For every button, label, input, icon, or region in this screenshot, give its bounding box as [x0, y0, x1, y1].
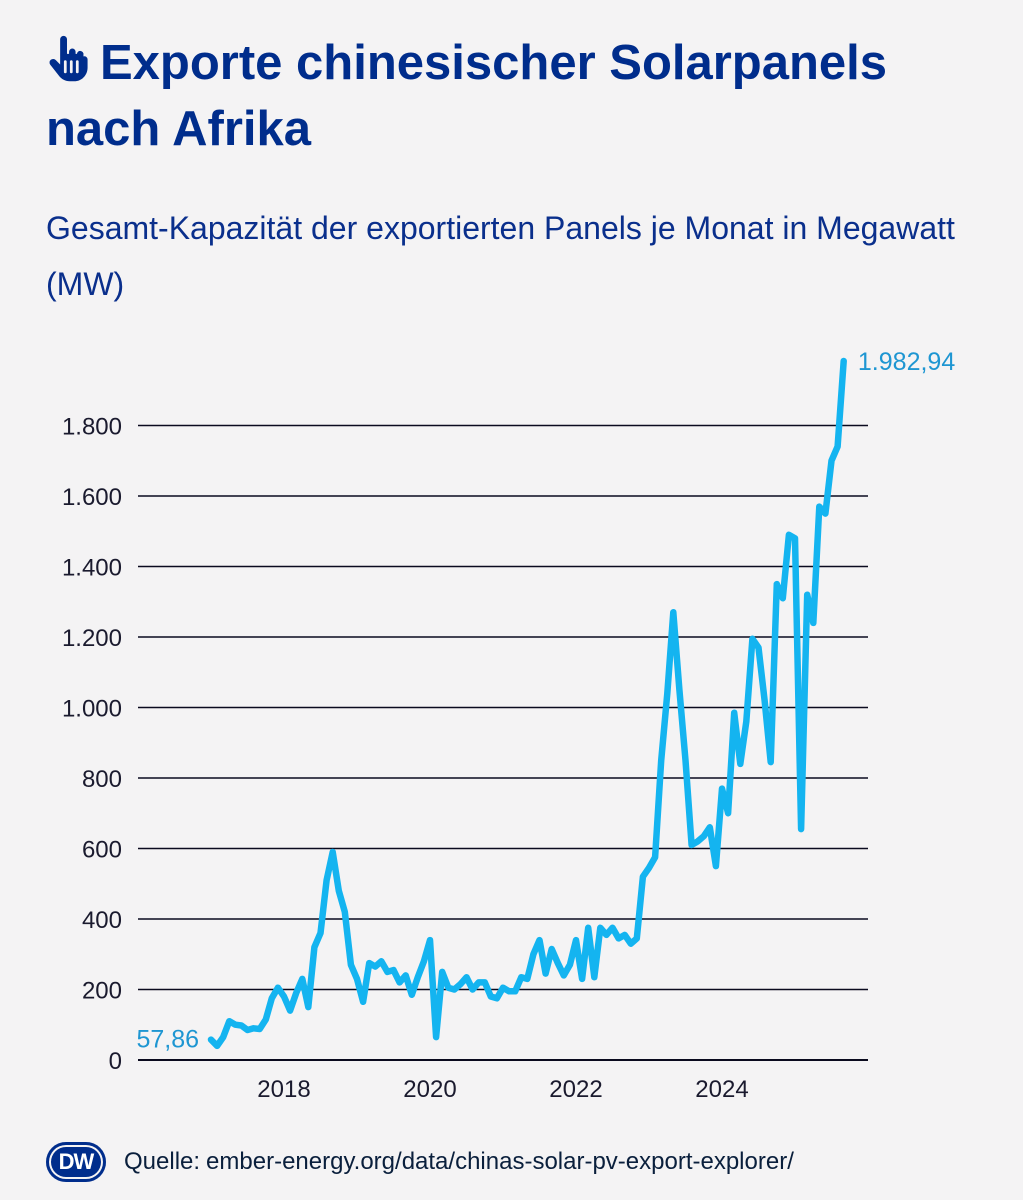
- y-tick-label: 0: [109, 1048, 122, 1075]
- y-tick-label: 400: [82, 907, 122, 934]
- dw-logo: DW: [46, 1142, 106, 1182]
- chart-title-text: Exporte chinesischer Solarpanels nach Af…: [46, 36, 888, 156]
- line-chart: 0 200 400 600 800 1.000 1.200 1.400 1.600 1.800 2…: [62, 348, 955, 1103]
- source-label: Quelle:: [124, 1148, 201, 1175]
- data-label: 57,86: [136, 1026, 199, 1054]
- x-tick-label: 2022: [549, 1076, 602, 1103]
- y-tick-label: 1.000: [62, 695, 122, 722]
- x-axis-tick-labels: 2018 2020 2022 2024: [257, 1076, 748, 1103]
- data-annotations: 57,86 1.982,94: [136, 348, 955, 1054]
- x-tick-label: 2018: [257, 1076, 310, 1103]
- y-tick-label: 1.800: [62, 413, 122, 440]
- y-tick-label: 1.600: [62, 484, 122, 511]
- source-url[interactable]: ember-energy.org/data/chinas-solar-pv-ex…: [206, 1148, 794, 1175]
- y-tick-label: 600: [82, 836, 122, 863]
- x-tick-label: 2024: [695, 1076, 748, 1103]
- data-label: 1.982,94: [858, 348, 955, 376]
- chart-subtitle: Gesamt-Kapazität der exportierten Panels…: [46, 210, 955, 302]
- pointing-hand-icon: [49, 35, 88, 82]
- y-tick-label: 800: [82, 766, 122, 793]
- series-line: [207, 357, 847, 1050]
- source-credit: Quelle: ember-energy.org/data/chinas-sola…: [124, 1148, 794, 1176]
- y-tick-label: 1.200: [62, 625, 122, 652]
- footer: DW Quelle: ember-energy.org/data/chinas-s…: [46, 1140, 794, 1184]
- y-axis-tick-labels: 0 200 400 600 800 1.000 1.200 1.400 1.600 1.800: [62, 413, 122, 1075]
- chart-title: Exporte chinesischer Solarpanels nach Af…: [46, 30, 986, 162]
- y-tick-label: 200: [82, 977, 122, 1004]
- x-tick-label: 2020: [403, 1076, 456, 1103]
- grid-lines: [138, 424, 868, 1061]
- y-tick-label: 1.400: [62, 554, 122, 581]
